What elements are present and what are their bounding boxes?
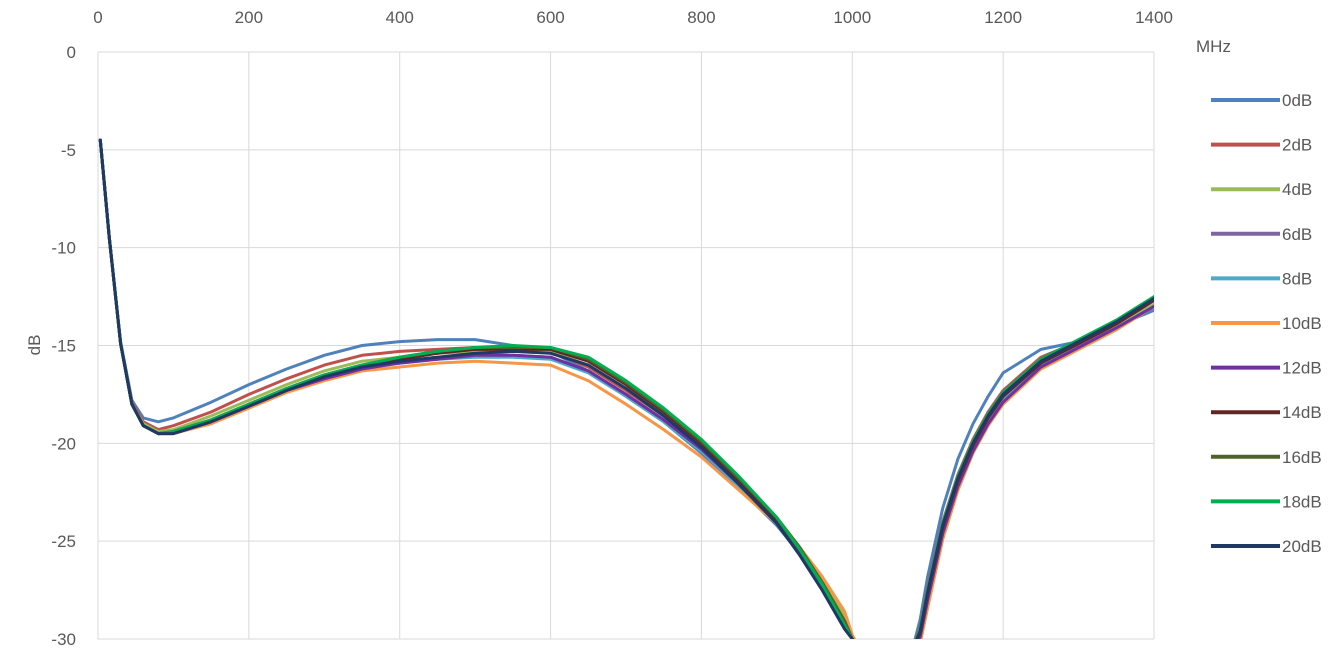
legend-label: 0dB <box>1282 91 1312 110</box>
x-tick-label: 1400 <box>1135 8 1173 27</box>
legend-item: 8dB <box>1211 269 1312 288</box>
x-tick-label: 800 <box>687 8 715 27</box>
legend-label: 16dB <box>1282 448 1322 467</box>
x-tick-label: 200 <box>235 8 263 27</box>
y-tick-label: -10 <box>51 239 76 258</box>
legend-label: 12dB <box>1282 359 1322 378</box>
y-tick-label: -30 <box>51 630 76 649</box>
x-tick-label: 1200 <box>984 8 1022 27</box>
legend-item: 20dB <box>1211 537 1322 556</box>
legend-item: 0dB <box>1211 91 1312 110</box>
y-tick-label: -15 <box>51 337 76 356</box>
x-axis-ticks: 0 200 400 600 800 1000 1200 1400 <box>93 8 1173 27</box>
y-axis-title: dB <box>25 335 44 356</box>
legend-item: 4dB <box>1211 180 1312 199</box>
series-line-20dB <box>98 138 1154 639</box>
legend-item: 2dB <box>1211 136 1312 155</box>
legend-label: 6dB <box>1282 225 1312 244</box>
x-tick-label: 600 <box>536 8 564 27</box>
x-tick-label: 1000 <box>833 8 871 27</box>
legend-item: 18dB <box>1211 492 1322 511</box>
y-tick-label: -5 <box>61 141 76 160</box>
legend-item: 6dB <box>1211 225 1312 244</box>
legend-label: 4dB <box>1282 180 1312 199</box>
y-tick-label: -25 <box>51 532 76 551</box>
legend: 0dB 2dB 4dB 6dB 8dB 10dB 12dB 14dB 16dB 18dB 20dB <box>1211 91 1322 556</box>
y-axis-ticks: 0 -5 -10 -15 -20 -25 -30 <box>51 43 76 649</box>
x-tick-label: 400 <box>386 8 414 27</box>
legend-item: 16dB <box>1211 448 1322 467</box>
legend-label: 8dB <box>1282 269 1312 288</box>
legend-label: 20dB <box>1282 537 1322 556</box>
x-tick-label: 0 <box>93 8 102 27</box>
series-lines <box>98 138 1154 639</box>
gridlines <box>97 51 1155 640</box>
legend-item: 14dB <box>1211 403 1322 422</box>
legend-label: 2dB <box>1282 136 1312 155</box>
legend-label: 14dB <box>1282 403 1322 422</box>
legend-item: 10dB <box>1211 314 1322 333</box>
series-line-12dB <box>98 138 1154 639</box>
legend-label: 10dB <box>1282 314 1322 333</box>
legend-item: 12dB <box>1211 359 1322 378</box>
y-tick-label: -20 <box>51 434 76 453</box>
x-axis-title: MHz <box>1196 37 1231 56</box>
y-tick-label: 0 <box>67 43 76 62</box>
legend-label: 18dB <box>1282 492 1322 511</box>
